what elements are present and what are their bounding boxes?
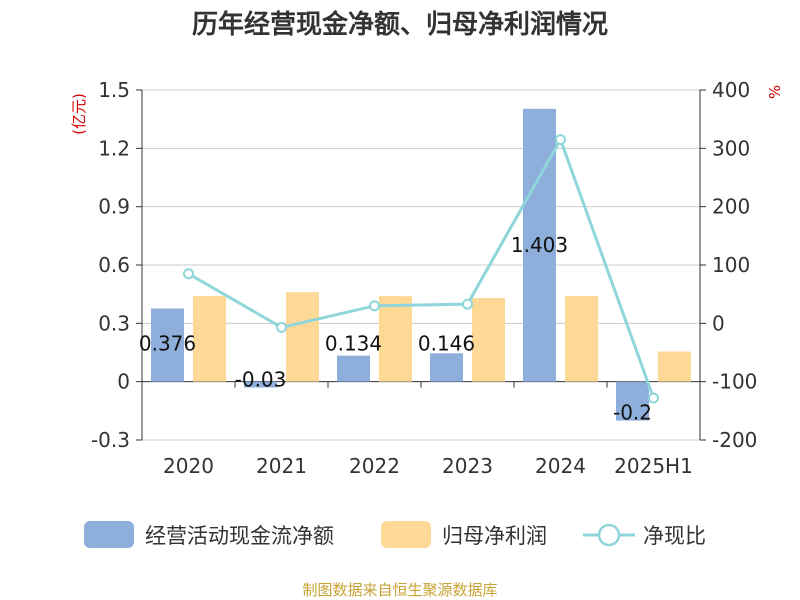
category-label: 2022 [349,454,400,478]
ratio-line [183,134,659,404]
cashflow-bar [337,355,370,382]
cashflow-data-label: -0.03 [235,368,287,392]
left-tick-label: 0.3 [98,311,130,335]
legend-label-cashflow: 经营活动现金流净额 [145,524,334,548]
category-label: 2021 [256,454,307,478]
cashflow-data-label: 0.134 [325,332,382,356]
right-tick-label: 200 [712,195,750,219]
left-tick-label: 1.2 [98,136,130,160]
ratio-point [276,321,287,333]
axes [136,89,706,441]
left-tick-label: 0 [117,370,130,394]
ratio-point [555,134,566,146]
cashflow-data-label: 0.146 [418,332,475,356]
grid-lines [142,89,700,441]
profit-bar [565,296,598,382]
ratio-point [369,300,380,312]
right-axis-unit: % [766,85,784,99]
profit-bar [658,351,691,382]
source-note: 制图数据来自恒生聚源数据库 [302,581,497,599]
right-tick-label: 400 [712,78,750,102]
data-labels: 0.376 -0.03 0.134 0.146 1.403 -0.2 [139,233,652,425]
right-tick-label: 0 [712,311,725,335]
right-tick-label: -100 [712,370,757,394]
cashflow-bar [616,381,649,421]
profit-bar [193,296,226,382]
bars [151,108,691,421]
legend-swatch-profit [381,521,431,548]
legend-label-ratio: 净现比 [643,524,706,548]
left-tick-label: -0.3 [91,428,130,452]
ratio-point [462,298,473,310]
cashflow-data-label: 0.376 [139,332,196,356]
legend-swatch-cashflow [84,521,134,548]
ratio-point [648,392,659,404]
left-tick-label: 1.5 [98,78,130,102]
chart-title: 历年经营现金净额、归母净利润情况 [192,9,608,40]
cashflow-data-label: -0.2 [613,401,652,425]
category-label: 2025H1 [614,454,693,478]
right-tick-label: -200 [712,428,757,452]
legend-marker-ratio [597,523,621,547]
left-tick-label: 0.6 [98,253,130,277]
profit-bar [379,296,412,382]
legend-label-profit: 归母净利润 [442,524,547,548]
cashflow-bar [244,381,277,388]
category-label: 2020 [163,454,214,478]
right-tick-label: 300 [712,136,750,160]
profit-bar [472,298,505,382]
legend: 经营活动现金流净额 归母净利润 净现比 [84,521,706,548]
category-label: 2024 [535,454,586,478]
left-tick-label: 0.9 [98,195,130,219]
category-label: 2023 [442,454,493,478]
left-axis-unit: (亿元) [70,93,88,135]
ratio-point [183,268,194,280]
profit-bar [286,292,319,382]
cashflow-bar [430,353,463,382]
cashflow-data-label: 1.403 [511,233,568,257]
ratio-line-path [187,135,655,399]
right-tick-label: 100 [712,253,750,277]
tick-labels: 1.5 1.2 0.9 0.6 0.3 0 -0.3 400 300 200 100 0 -100 -20… [91,78,757,478]
cashflow-bar [151,308,184,382]
